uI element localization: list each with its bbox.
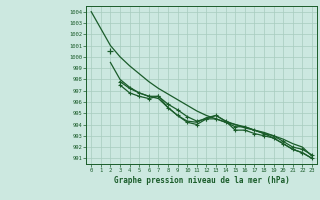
X-axis label: Graphe pression niveau de la mer (hPa): Graphe pression niveau de la mer (hPa) bbox=[114, 176, 290, 185]
